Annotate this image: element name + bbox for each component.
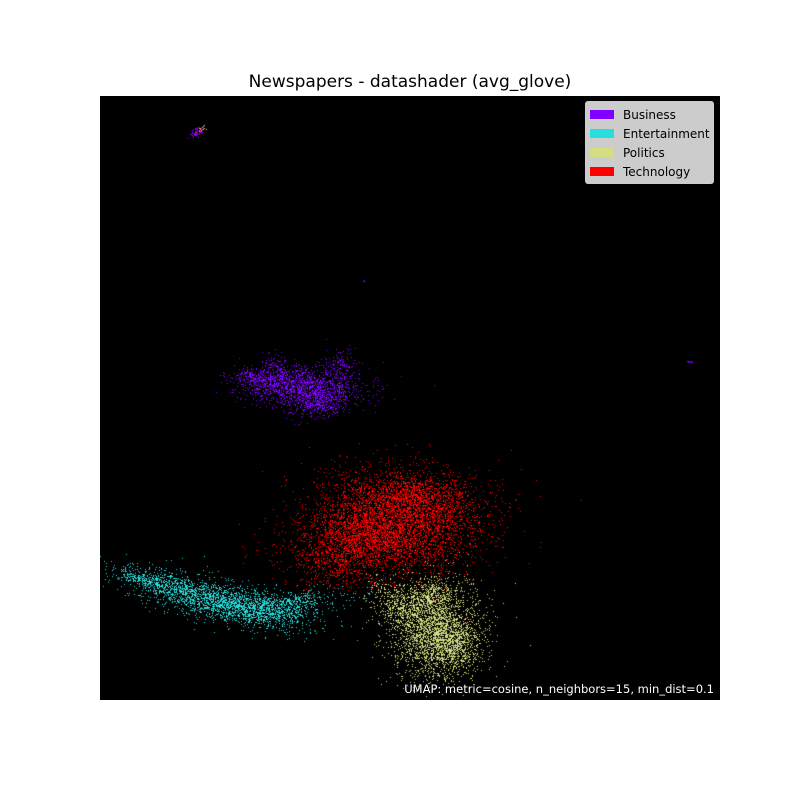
legend-swatch-business (590, 110, 614, 119)
legend-label-entertainment: Entertainment (623, 126, 710, 141)
chart-title: Newspapers - datashader (avg_glove) (248, 72, 572, 92)
legend-item-business: Business (585, 105, 714, 124)
legend-swatch-entertainment (590, 129, 614, 138)
legend-label-politics: Politics (623, 145, 665, 160)
legend-item-entertainment: Entertainment (585, 124, 714, 143)
scatter-points-canvas (100, 96, 720, 700)
legend-swatch-technology (590, 167, 614, 176)
umap-parameters-annotation: UMAP: metric=cosine, n_neighbors=15, min… (404, 682, 714, 696)
legend-label-business: Business (623, 107, 676, 122)
plot-area: Business Entertainment Politics Technolo… (100, 96, 720, 700)
legend-item-technology: Technology (585, 162, 714, 181)
legend-label-technology: Technology (623, 164, 691, 179)
legend-item-politics: Politics (585, 143, 714, 162)
legend-swatch-politics (590, 148, 614, 157)
legend: Business Entertainment Politics Technolo… (585, 101, 714, 184)
